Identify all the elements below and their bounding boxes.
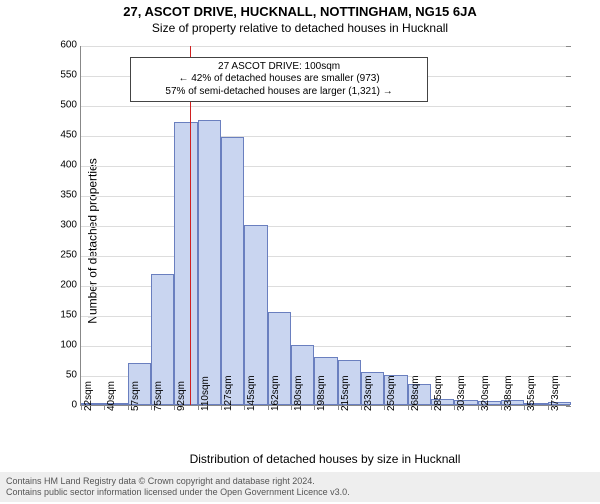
page-title: 27, ASCOT DRIVE, HUCKNALL, NOTTINGHAM, N… [0,4,600,19]
y-tick-label: 400 [60,160,77,171]
y-tick-mark [566,256,571,257]
x-tick-mark [198,405,199,410]
x-tick-mark [268,405,269,410]
x-tick-mark [408,405,409,410]
y-tick-label: 600 [60,40,77,51]
y-tick-mark [566,316,571,317]
y-tick-mark [566,406,571,407]
x-tick-label: 57sqm [130,381,141,411]
x-tick-label: 145sqm [246,375,257,411]
x-tick-mark [221,405,222,410]
x-tick-label: 75sqm [153,381,164,411]
histogram-bar [221,137,244,405]
page-subtitle: Size of property relative to detached ho… [0,21,600,35]
x-tick-label: 215sqm [340,375,351,411]
y-tick-mark [566,226,571,227]
chart-container: Number of detached properties 0501001502… [50,46,580,436]
annotation-box: 27 ASCOT DRIVE: 100sqm← 42% of detached … [130,57,428,103]
x-tick-label: 92sqm [176,381,187,411]
x-tick-label: 285sqm [433,375,444,411]
x-tick-label: 250sqm [386,375,397,411]
x-tick-label: 162sqm [270,375,281,411]
x-tick-mark [361,405,362,410]
x-axis-label: Distribution of detached houses by size … [80,452,570,466]
x-tick-mark [431,405,432,410]
y-tick-label: 100 [60,340,77,351]
y-tick-mark [566,286,571,287]
x-tick-label: 22sqm [83,381,94,411]
y-tick-mark [566,76,571,77]
x-tick-label: 303sqm [456,375,467,411]
gridline [81,226,570,227]
y-tick-label: 500 [60,100,77,111]
gridline [81,196,570,197]
x-tick-mark [81,405,82,410]
x-tick-mark [291,405,292,410]
x-tick-label: 320sqm [480,375,491,411]
x-tick-mark [548,405,549,410]
annotation-line: ← 42% of detached houses are smaller (97… [137,73,421,86]
y-tick-label: 350 [60,190,77,201]
y-tick-mark [566,106,571,107]
gridline [81,46,570,47]
x-tick-mark [501,405,502,410]
y-tick-mark [566,376,571,377]
y-tick-mark [566,346,571,347]
x-tick-label: 355sqm [526,375,537,411]
footer: Contains HM Land Registry data © Crown c… [0,472,600,502]
y-tick-label: 200 [60,280,77,291]
x-tick-label: 127sqm [223,375,234,411]
histogram-bar [198,120,221,405]
histogram-bar [174,122,197,405]
x-tick-mark [151,405,152,410]
x-tick-mark [128,405,129,410]
gridline [81,256,570,257]
gridline [81,136,570,137]
y-tick-label: 0 [71,400,77,411]
x-tick-label: 40sqm [106,381,117,411]
y-tick-mark [566,136,571,137]
y-tick-label: 550 [60,70,77,81]
x-tick-label: 180sqm [293,375,304,411]
y-tick-mark [566,196,571,197]
x-tick-label: 233sqm [363,375,374,411]
footer-line-2: Contains public sector information licen… [6,487,594,498]
annotation-line: 57% of semi-detached houses are larger (… [137,86,421,99]
plot-area: 05010015020025030035040045050055060022sq… [80,46,570,406]
y-tick-mark [566,46,571,47]
x-tick-label: 338sqm [503,375,514,411]
y-tick-label: 450 [60,130,77,141]
x-tick-label: 268sqm [410,375,421,411]
x-tick-mark [338,405,339,410]
x-tick-mark [478,405,479,410]
y-tick-label: 50 [66,370,77,381]
x-tick-label: 373sqm [550,375,561,411]
annotation-line: 27 ASCOT DRIVE: 100sqm [137,61,421,74]
x-tick-label: 110sqm [200,376,211,411]
y-tick-label: 250 [60,250,77,261]
y-tick-label: 300 [60,220,77,231]
y-tick-label: 150 [60,310,77,321]
gridline [81,166,570,167]
gridline [81,106,570,107]
footer-line-1: Contains HM Land Registry data © Crown c… [6,476,594,487]
y-tick-mark [566,166,571,167]
x-tick-label: 198sqm [316,375,327,411]
